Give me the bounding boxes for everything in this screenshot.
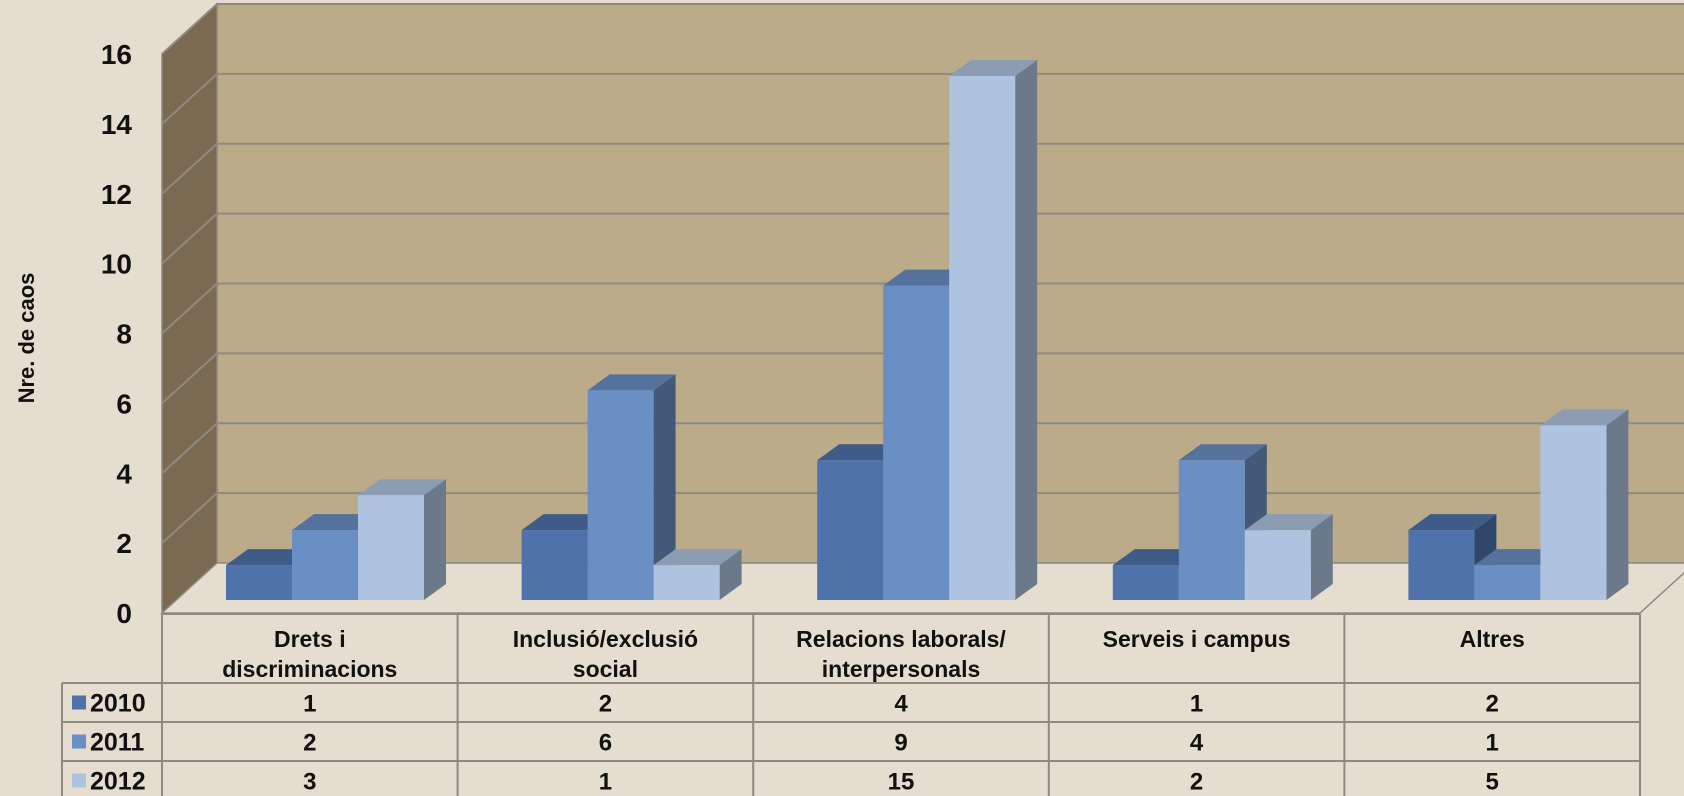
table-cell: 5 xyxy=(1486,769,1499,796)
bar-2012-1 xyxy=(653,549,742,600)
y-tick-label: 0 xyxy=(116,598,132,629)
bar-2012-4 xyxy=(1540,409,1629,600)
category-label: Drets i xyxy=(274,626,346,652)
bar-front xyxy=(1408,530,1475,600)
table-cell: 2 xyxy=(1486,691,1499,718)
bar-2012-2 xyxy=(949,59,1038,600)
bar-side xyxy=(1606,409,1629,600)
y-axis-label: Nre. de caos xyxy=(14,273,39,404)
bar-top xyxy=(949,59,1038,76)
bar-top xyxy=(358,479,446,496)
bar-front xyxy=(1540,425,1607,600)
bar-front xyxy=(1112,565,1179,600)
category-label: social xyxy=(573,656,638,682)
table-cell: 9 xyxy=(894,730,907,757)
legend-label-2012: 2012 xyxy=(90,768,146,796)
y-tick-label: 10 xyxy=(101,249,132,280)
bar-front xyxy=(949,75,1016,600)
bar-front xyxy=(358,495,424,600)
bar-top xyxy=(587,374,676,391)
category-label: Inclusió/exclusió xyxy=(513,626,698,652)
y-tick-label: 4 xyxy=(116,458,132,489)
table-cell: 3 xyxy=(303,769,316,796)
legend-key-2012 xyxy=(72,773,86,788)
table-cell: 2 xyxy=(599,691,612,718)
gridline xyxy=(161,72,1684,125)
bar-front xyxy=(817,460,884,600)
table-cell: 2 xyxy=(303,730,316,757)
table-cell: 1 xyxy=(1190,691,1203,718)
bar-side xyxy=(719,549,742,600)
y-tick-label: 2 xyxy=(116,528,132,559)
category-label: interpersonals xyxy=(822,656,981,682)
category-label: Serveis i campus xyxy=(1103,626,1291,652)
gridline xyxy=(161,422,1684,474)
y-tick-label: 12 xyxy=(101,179,132,210)
data-table: Drets i discriminacions Inclusió/exclusió s… xyxy=(61,613,1641,796)
bar-side xyxy=(1015,59,1038,600)
gridline xyxy=(161,282,1684,335)
gridline xyxy=(161,3,1684,55)
table-cell: 1 xyxy=(1486,730,1499,757)
gridline xyxy=(161,352,1684,405)
bar-2011-1 xyxy=(587,374,676,600)
category-label: Relacions laborals/ xyxy=(796,626,1006,652)
table-cell: 1 xyxy=(303,691,316,718)
gridline xyxy=(161,142,1684,195)
bar-front xyxy=(292,530,358,600)
bar-front xyxy=(226,565,292,600)
bar-2012-3 xyxy=(1244,514,1333,600)
bar-front xyxy=(521,530,588,600)
y-tick-label: 8 xyxy=(116,319,132,350)
table-cell: 6 xyxy=(599,730,612,757)
table-cell: 15 xyxy=(888,769,915,796)
legend-key-2011 xyxy=(72,734,86,749)
bar-side xyxy=(424,479,446,600)
bar-top xyxy=(1540,409,1629,426)
bar-front xyxy=(1178,460,1245,600)
bar-top xyxy=(1408,514,1497,531)
table-cell: 4 xyxy=(1190,730,1204,757)
y-tick-label: 14 xyxy=(101,109,133,140)
legend-label-2011: 2011 xyxy=(90,729,144,757)
gridline xyxy=(161,212,1684,265)
legend-key-2010 xyxy=(72,695,86,710)
table-cell: 1 xyxy=(599,769,612,796)
bar-front xyxy=(587,390,654,600)
category-label: discriminacions xyxy=(222,656,397,682)
legend-label-2010: 2010 xyxy=(90,690,146,718)
bar-side xyxy=(1310,514,1333,600)
bar-front xyxy=(653,565,720,600)
bar-top xyxy=(1178,444,1267,461)
table-cell: 4 xyxy=(894,691,908,718)
bar-top xyxy=(653,549,742,566)
bar-front xyxy=(883,285,950,600)
y-tick-label: 16 xyxy=(101,39,132,70)
y-tick-label: 6 xyxy=(116,388,132,419)
category-label: Altres xyxy=(1460,626,1525,652)
bar-front xyxy=(1244,530,1311,600)
table-cell: 2 xyxy=(1190,769,1203,796)
bar-side xyxy=(653,374,676,600)
bar-top xyxy=(1244,514,1333,531)
bar-front xyxy=(1474,565,1541,600)
bar-2012-0 xyxy=(358,479,446,600)
